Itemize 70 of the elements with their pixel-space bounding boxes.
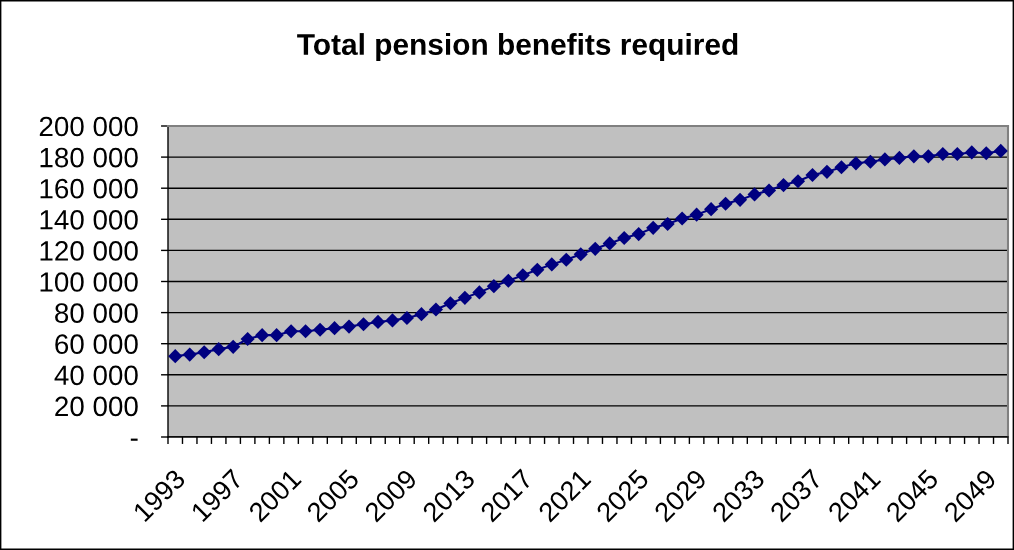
point (472, 285, 487, 300)
point (950, 146, 965, 162)
point (284, 324, 299, 339)
point (211, 342, 226, 357)
point (399, 310, 415, 326)
point (935, 146, 950, 162)
point (356, 317, 371, 332)
point (790, 174, 806, 189)
point (226, 339, 241, 354)
point (269, 328, 284, 343)
point (689, 207, 704, 222)
y-tick-label: 60 000 (55, 334, 138, 355)
point (733, 192, 748, 207)
point (819, 164, 835, 179)
point (848, 156, 863, 171)
point (428, 302, 443, 317)
point (385, 313, 400, 328)
point (414, 307, 429, 322)
point (747, 187, 762, 202)
point (182, 347, 197, 362)
y-tick-label: 100 000 (40, 272, 138, 292)
y-tick-label: 120 000 (40, 241, 138, 261)
point (573, 247, 588, 262)
point (863, 154, 878, 169)
point (660, 216, 675, 232)
point (515, 268, 530, 283)
point (631, 227, 646, 242)
point (457, 290, 472, 305)
point (602, 236, 617, 251)
point (979, 146, 994, 161)
point (544, 257, 559, 272)
y-tick-label: 20 000 (55, 396, 138, 417)
point (486, 279, 501, 294)
y-tick-label: 200 000 (39, 116, 138, 137)
point (197, 345, 212, 360)
point (964, 145, 979, 160)
point (298, 324, 313, 339)
point (646, 220, 661, 235)
y-tick-label: 180 000 (40, 147, 138, 168)
point (313, 322, 328, 337)
y-tick-label: 140 000 (40, 209, 138, 230)
point (443, 296, 458, 311)
point (240, 331, 255, 347)
point (921, 149, 936, 164)
point (718, 196, 733, 211)
chart-title: Total pension benefits required (297, 33, 738, 61)
y-tick-label: 160 000 (40, 178, 138, 199)
point (168, 349, 183, 364)
point (341, 319, 357, 334)
point (805, 167, 820, 183)
point (993, 143, 1008, 158)
point (892, 150, 907, 165)
point (559, 252, 574, 267)
point (906, 149, 921, 164)
point (530, 262, 545, 277)
point (370, 314, 386, 329)
point (675, 211, 690, 226)
point (761, 183, 777, 198)
y-tick-label: - (130, 438, 138, 441)
y-tick-label: 80 000 (55, 303, 138, 323)
point (704, 202, 719, 217)
point (877, 152, 892, 167)
point (327, 321, 342, 336)
point (588, 241, 603, 256)
point (255, 328, 270, 343)
point (834, 160, 849, 175)
point (501, 273, 516, 288)
y-tick-label: 40 000 (54, 365, 138, 386)
point (776, 178, 791, 193)
point (617, 230, 632, 246)
